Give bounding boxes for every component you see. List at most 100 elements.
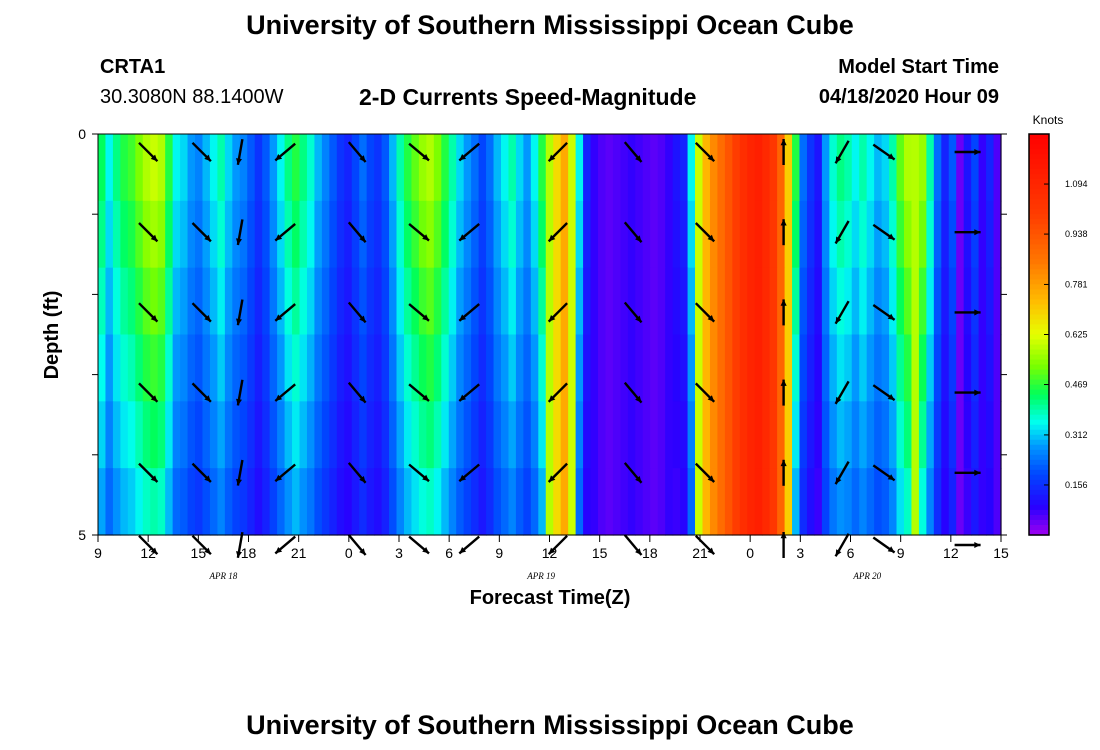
heatmap-cell	[635, 401, 644, 469]
heatmap-cell	[292, 468, 301, 536]
heatmap-cell	[986, 468, 995, 536]
heatmap-cell	[224, 468, 233, 536]
colorbar-segment	[1029, 179, 1049, 185]
heatmap-cell	[627, 468, 636, 536]
heatmap-cell	[859, 134, 868, 202]
current-vector-arrow	[408, 535, 430, 555]
heatmap-cell	[195, 267, 204, 336]
heatmap-cell	[538, 468, 547, 536]
heatmap-cell	[732, 468, 741, 536]
colorbar-segment	[1029, 459, 1049, 466]
current-vector-arrow	[191, 302, 212, 323]
heatmap-cell	[732, 134, 741, 202]
heatmap-cell	[299, 401, 308, 469]
heatmap-cell	[657, 134, 666, 202]
heatmap-cell	[127, 200, 136, 269]
heatmap-cell	[903, 267, 913, 336]
x-tick-label: 21	[291, 545, 307, 561]
heatmap-cell	[829, 134, 838, 202]
heatmap-cell	[165, 267, 174, 336]
heatmap-cell	[575, 334, 584, 402]
colorbar-segment	[1029, 389, 1049, 396]
x-tick-label: 18	[241, 545, 257, 561]
current-vector-arrow	[834, 300, 850, 325]
heatmap-cell	[926, 134, 935, 202]
heatmap-cell	[844, 334, 853, 402]
current-vector-arrow	[694, 462, 716, 483]
heatmap-cell	[478, 267, 487, 336]
heatmap-cell	[418, 134, 427, 202]
heatmap-cell	[247, 334, 256, 402]
colorbar-segment	[1029, 409, 1049, 416]
heatmap-cell	[762, 200, 771, 269]
heatmap-cell	[978, 401, 987, 469]
colorbar-segment	[1029, 239, 1049, 245]
heatmap-cell	[799, 200, 808, 269]
heatmap-cell	[202, 468, 211, 536]
heatmap-cell	[821, 334, 830, 402]
heatmap-cell	[672, 267, 681, 336]
y-tick-label: 5	[78, 527, 86, 543]
heatmap-cell	[486, 134, 495, 202]
heatmap-cell	[866, 468, 875, 536]
heatmap-cell	[642, 334, 651, 402]
x-tick-label: 12	[943, 545, 959, 561]
heatmap-cell	[523, 468, 532, 536]
heatmap-cell	[98, 401, 107, 469]
heatmap-cell	[978, 468, 987, 536]
heatmap-cell	[456, 267, 465, 336]
heatmap-cell	[448, 468, 457, 536]
heatmap-cell	[224, 267, 233, 336]
colorbar-segment	[1029, 134, 1049, 140]
model-start-value: 04/18/2020 Hour 09	[818, 86, 999, 108]
colorbar-segment	[1029, 219, 1049, 225]
heatmap-cell	[150, 468, 159, 536]
heatmap-cell	[306, 200, 316, 269]
heatmap-cell	[911, 401, 920, 469]
current-vector-arrow	[408, 463, 430, 483]
heatmap-cell	[486, 200, 495, 269]
heatmap-cell	[120, 200, 129, 269]
colorbar-segment	[1029, 199, 1049, 205]
heatmap-cell	[956, 468, 965, 536]
heatmap-cell	[120, 468, 129, 536]
heatmap-cell	[411, 134, 420, 202]
heatmap-cell	[889, 401, 898, 469]
heatmap-cell	[866, 134, 875, 202]
heatmap-cell	[836, 468, 845, 536]
heatmap-cell	[441, 334, 450, 402]
heatmap-cell	[598, 134, 607, 202]
heatmap-cell	[299, 468, 308, 536]
heatmap-cell	[157, 334, 166, 402]
heatmap-cell	[344, 200, 353, 269]
heatmap-cell	[366, 401, 375, 469]
heatmap-cell	[232, 468, 241, 536]
heatmap-cell	[351, 200, 360, 269]
heatmap-cell	[896, 267, 905, 336]
heatmap-cell	[217, 134, 226, 202]
heatmap-cell	[605, 334, 614, 402]
heatmap-cell	[642, 200, 651, 269]
heatmap-cell	[366, 267, 375, 336]
heatmap-cell	[493, 334, 502, 402]
heatmap-cell	[441, 134, 450, 202]
heatmap-cell	[933, 401, 942, 469]
heatmap-cell	[239, 200, 248, 269]
heatmap-cell	[627, 267, 636, 336]
heatmap-cell	[762, 134, 771, 202]
heatmap-cell	[411, 267, 420, 336]
heatmap-cell	[993, 468, 1002, 536]
heatmap-cell	[747, 468, 756, 536]
current-vector-arrow	[954, 309, 981, 316]
heatmap-cell	[702, 401, 711, 469]
current-vector-arrow	[274, 535, 296, 555]
heatmap-cell	[971, 468, 980, 536]
heatmap-cell	[292, 200, 301, 269]
heatmap-cell	[806, 134, 816, 202]
heatmap-cell	[530, 401, 539, 469]
heatmap-cell	[814, 200, 823, 269]
colorbar-segment	[1029, 294, 1049, 301]
heatmap-cell	[418, 334, 427, 402]
heatmap-cell	[351, 267, 360, 336]
heatmap-cell	[441, 267, 450, 336]
